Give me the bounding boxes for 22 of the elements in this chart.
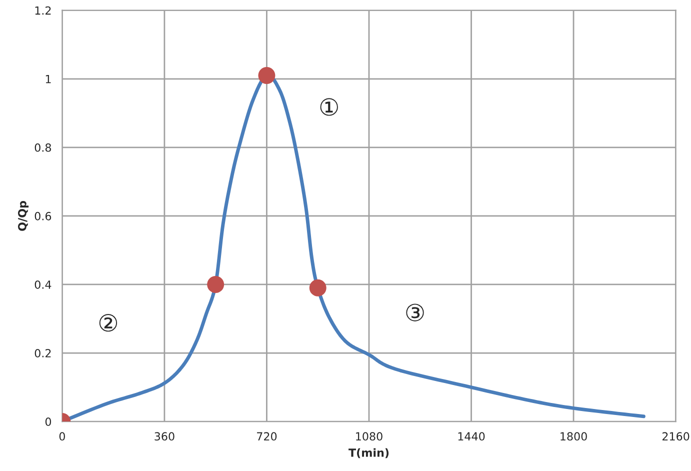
annotation: ②	[99, 314, 118, 332]
y-tick-label: 0.6	[34, 212, 52, 220]
x-tick-label: 1800	[560, 432, 587, 441]
x-tick-label: 1080	[356, 432, 382, 441]
y-axis-title: Q/Qp	[18, 201, 29, 231]
x-tick-label: 1440	[458, 432, 485, 441]
x-tick-label: 0	[59, 432, 65, 441]
annotation: ③	[406, 304, 424, 322]
x-tick-label: 360	[154, 432, 174, 441]
annotation: ①	[320, 98, 338, 116]
y-tick-label: 0.4	[34, 280, 52, 289]
point	[258, 66, 276, 84]
x-axis-title: T(min)	[348, 448, 389, 458]
x-tick-label: 720	[257, 432, 277, 441]
y-tick-label: 0.2	[34, 348, 51, 358]
y-tick-label: 0.8	[34, 143, 52, 152]
point	[309, 279, 326, 296]
point	[207, 276, 224, 293]
y-tick-label: 1	[46, 75, 51, 84]
y-tick-label: 1.2	[35, 6, 51, 15]
x-tick-label: 2160	[662, 432, 690, 441]
y-tick-label: 0	[45, 418, 52, 426]
